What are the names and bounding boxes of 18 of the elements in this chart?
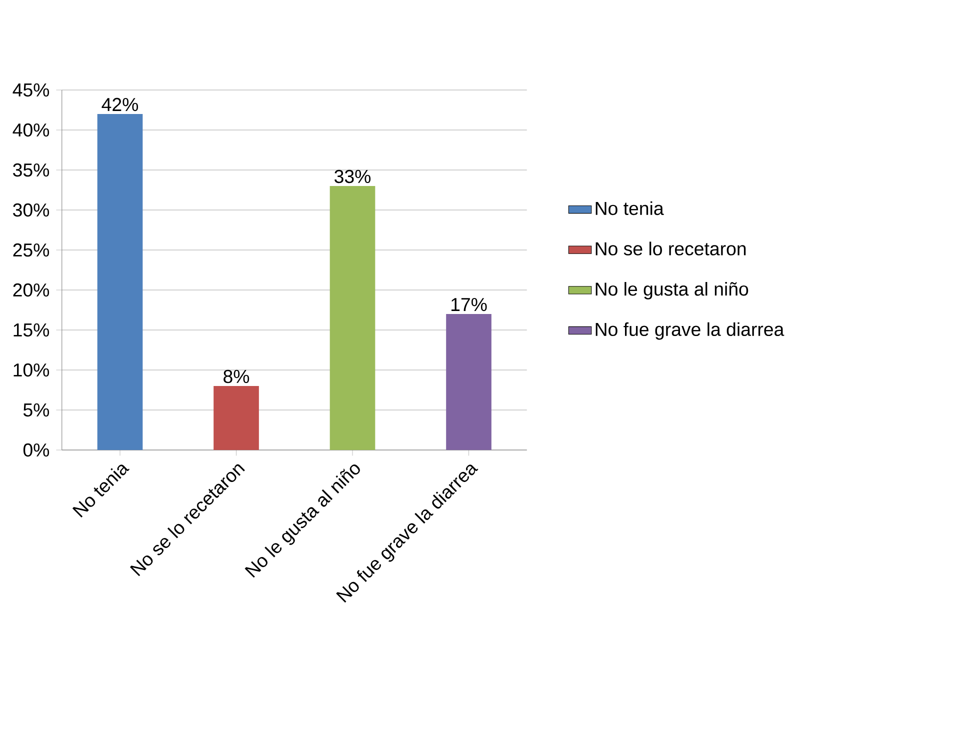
legend-label: No le gusta al niño: [596, 282, 748, 300]
legend-label: No se lo recetaron: [596, 242, 746, 256]
legend-label: No fue grave la diarrea: [596, 322, 784, 340]
y-tick-label: 40%: [12, 123, 50, 137]
data-label: 42%: [102, 98, 138, 112]
y-tick-label: 0%: [23, 443, 50, 457]
y-tick-label: 15%: [14, 323, 50, 337]
y-tick-label: 20%: [13, 283, 50, 297]
y-tick-label: 10%: [14, 363, 50, 377]
legend-label: No tenia: [596, 201, 664, 216]
y-tick-label: 30%: [13, 203, 50, 217]
y-tick-label: 45%: [12, 83, 50, 97]
data-label: 8%: [224, 370, 250, 384]
y-tick-label: 35%: [13, 163, 50, 177]
data-label: 33%: [334, 170, 371, 184]
data-label: 17%: [452, 298, 487, 312]
y-tick-label: 5%: [23, 403, 50, 417]
y-tick-label: 25%: [13, 243, 50, 257]
